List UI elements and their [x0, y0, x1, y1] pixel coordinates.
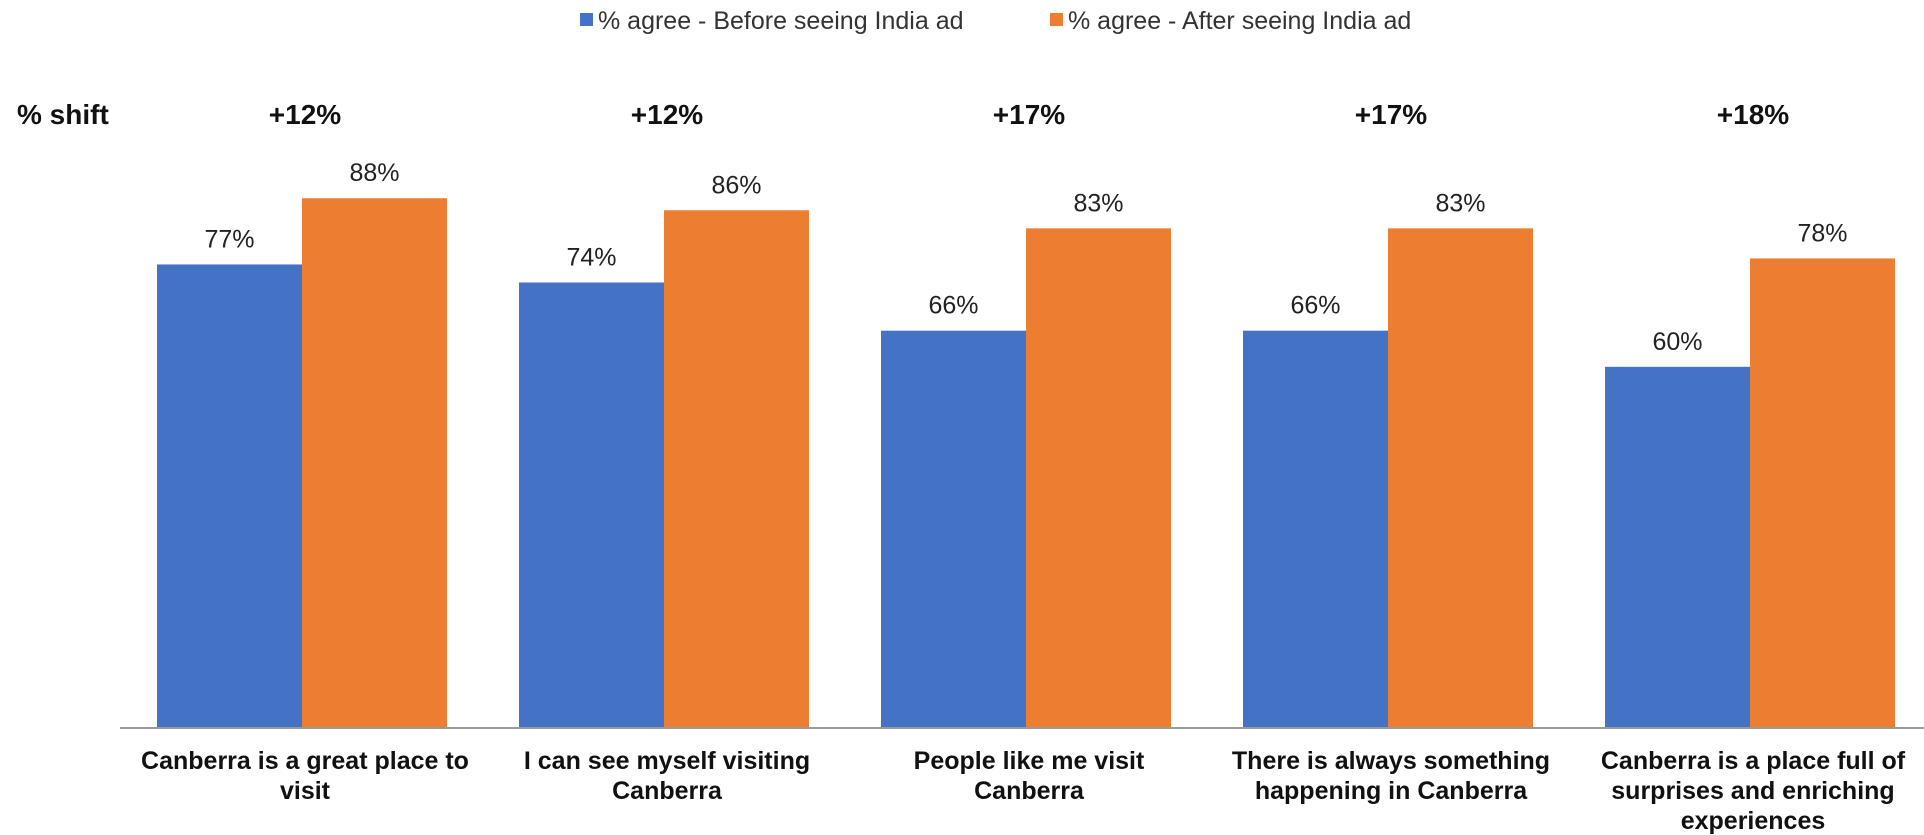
category-label-line: surprises and enriching	[1611, 777, 1894, 805]
category-label-line: Canberra	[612, 777, 723, 805]
data-label: 66%	[1290, 292, 1340, 320]
shift-value: +12%	[269, 99, 341, 130]
category-labels: Canberra is a great place to visit I can s…	[141, 747, 1906, 835]
bar-before	[157, 264, 302, 728]
category-label: People like me visit Canberra	[914, 747, 1145, 805]
shift-header: % shift	[17, 99, 109, 130]
legend-swatch-2	[1050, 13, 1063, 26]
bar-after	[302, 198, 447, 729]
category-label-line: Canberra	[974, 777, 1085, 805]
bar-after	[1026, 228, 1171, 728]
legend: % agree - Before seeing India ad % agree …	[580, 7, 1411, 35]
category-label-line: happening in Canberra	[1255, 777, 1528, 805]
data-label: 74%	[566, 244, 616, 272]
data-label: 60%	[1652, 328, 1702, 356]
data-label: 86%	[711, 171, 761, 199]
category-label-line: experiences	[1681, 807, 1826, 835]
bar-before	[1605, 366, 1750, 728]
data-label: 66%	[928, 292, 978, 320]
shift-value: +12%	[631, 99, 703, 130]
shift-value: +17%	[993, 99, 1065, 130]
shift-values: +12% +12% +17% +17% +18%	[269, 99, 1789, 130]
shift-value: +18%	[1717, 99, 1789, 130]
data-label: 78%	[1797, 219, 1847, 247]
value-labels: 77% 88% 74% 86% 66% 83% 66% 83% 60% 78%	[204, 159, 1847, 356]
category-label: Canberra is a place full of surprises and…	[1601, 747, 1906, 835]
legend-swatch-1	[580, 13, 593, 26]
bars	[157, 198, 1895, 729]
data-label: 83%	[1073, 189, 1123, 217]
bar-after	[1388, 228, 1533, 728]
data-label: 83%	[1435, 189, 1485, 217]
bar-after	[1750, 258, 1895, 728]
data-label: 77%	[204, 225, 254, 253]
category-label-line: People like me visit	[914, 747, 1145, 775]
category-label-line: Canberra is a great place to	[141, 747, 469, 775]
legend-label-2: % agree - After seeing India ad	[1068, 7, 1411, 35]
category-label-line: Canberra is a place full of	[1601, 747, 1906, 775]
bar-before	[519, 282, 664, 728]
bar-before	[881, 330, 1026, 728]
category-label-line: visit	[280, 777, 331, 805]
bar-before	[1243, 330, 1388, 728]
shift-value: +17%	[1355, 99, 1427, 130]
category-label: There is always something happening in Ca…	[1232, 747, 1550, 805]
bar-after	[664, 210, 809, 728]
category-label-line: There is always something	[1232, 747, 1550, 775]
category-label: I can see myself visiting Canberra	[524, 747, 810, 805]
category-label: Canberra is a great place to visit	[141, 747, 469, 805]
category-label-line: I can see myself visiting	[524, 747, 810, 775]
data-label: 88%	[349, 159, 399, 187]
legend-label-1: % agree - Before seeing India ad	[598, 7, 964, 35]
